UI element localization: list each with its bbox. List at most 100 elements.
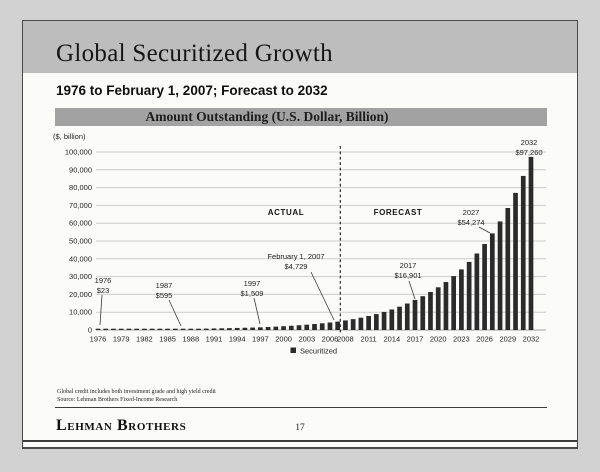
chart-title-band: Amount Outstanding (U.S. Dollar, Billion… — [55, 108, 547, 126]
y-tick-label: 80,000 — [69, 183, 92, 192]
annotation-label: 1976 — [95, 276, 112, 285]
bar — [451, 276, 457, 330]
bar — [319, 323, 325, 330]
bar — [443, 282, 449, 330]
bar — [211, 328, 217, 330]
bar — [358, 317, 364, 330]
bar — [196, 328, 201, 330]
bar — [95, 328, 101, 330]
x-tick-label: 1976 — [90, 335, 107, 344]
bar — [327, 322, 333, 330]
bar — [389, 309, 395, 330]
bar — [118, 328, 124, 330]
y-tick-label: 100,000 — [65, 148, 92, 157]
x-tick-label: 1991 — [206, 335, 223, 344]
bar — [288, 325, 294, 330]
annotation-label: 1997 — [244, 279, 261, 288]
bar — [281, 326, 286, 330]
bar — [203, 328, 209, 330]
y-axis-unit-label: ($, billion) — [53, 132, 86, 141]
x-tick-label: 2017 — [407, 335, 424, 344]
x-tick-label: 1988 — [182, 335, 199, 344]
annotation-label: 1987 — [156, 281, 173, 290]
x-tick-label: 2003 — [298, 335, 315, 344]
annotation-label: February 1, 2007 — [267, 252, 324, 261]
x-tick-label: 2032 — [523, 335, 540, 344]
bar — [497, 221, 503, 330]
legend-label: Securitized — [300, 347, 337, 356]
brand-logotype: Lehman Brothers — [56, 417, 187, 434]
bar — [397, 306, 402, 330]
y-tick-label: 60,000 — [69, 219, 92, 228]
x-tick-label: 1982 — [136, 335, 153, 344]
bar — [126, 328, 132, 330]
bar — [304, 324, 310, 330]
bar — [134, 328, 140, 330]
annotation-value: $97,260 — [515, 148, 542, 157]
legend-marker — [290, 347, 296, 353]
chart-svg: ($, billion) 0 10,000 20,000 30,000 40,000 50,… — [53, 132, 546, 356]
x-tick-label: 1994 — [229, 335, 246, 344]
bar — [250, 327, 255, 330]
x-tick-label: 2026 — [476, 335, 493, 344]
y-tick-label: 30,000 — [69, 272, 92, 281]
bar — [366, 315, 371, 330]
bar — [528, 156, 534, 330]
bar — [520, 175, 526, 330]
region-label-forecast: FORECAST — [374, 208, 423, 217]
annotation-label: 2032 — [521, 138, 538, 147]
annotation-leader — [99, 294, 103, 326]
bar — [489, 233, 495, 330]
footnote-divider — [55, 407, 547, 408]
bar — [103, 328, 109, 330]
bar — [459, 269, 464, 330]
annotation-label: 2017 — [400, 261, 417, 270]
annotation-value: $4,729 — [285, 262, 308, 271]
annotation-value: $54,274 — [457, 218, 484, 227]
bar — [335, 321, 341, 330]
bar — [265, 326, 271, 330]
header-band: Global Securitized Growth — [23, 21, 577, 73]
annotation-value: $1,509 — [241, 289, 264, 298]
page-number: 17 — [295, 423, 305, 433]
y-tick-label: 20,000 — [69, 290, 92, 299]
annotation-value: $595 — [156, 291, 173, 300]
bar — [188, 328, 194, 330]
bar — [343, 320, 348, 330]
bar — [513, 192, 518, 330]
bar — [374, 314, 379, 330]
annotation-leader — [478, 226, 491, 234]
x-tick-label: 1985 — [159, 335, 176, 344]
x-tick-label: 2020 — [430, 335, 447, 344]
annotation-label: 2027 — [463, 208, 480, 217]
bar — [505, 207, 511, 330]
bar — [180, 328, 186, 330]
bar — [172, 328, 178, 330]
y-tick-label: 90,000 — [69, 165, 92, 174]
x-tick-label: 2023 — [453, 335, 470, 344]
region-label-actual: ACTUAL — [268, 208, 304, 217]
bar — [404, 303, 410, 330]
bar — [482, 244, 487, 330]
annotation-value: $23 — [97, 286, 110, 295]
bar — [273, 326, 279, 330]
page-title: Global Securitized Growth — [56, 40, 333, 67]
y-tick-label: 10,000 — [69, 308, 92, 317]
footnote-line-1: Global credit includes both investment g… — [57, 389, 216, 395]
bar — [428, 292, 433, 330]
bar — [142, 328, 147, 330]
footnotes: Global credit includes both investment g… — [57, 389, 216, 404]
bar — [111, 328, 116, 330]
bar — [149, 328, 155, 330]
bar — [412, 299, 418, 330]
y-tick-label: 70,000 — [69, 201, 92, 210]
x-tick-label: 2014 — [383, 335, 400, 344]
bar — [350, 319, 356, 330]
x-tick-label: 2000 — [275, 335, 292, 344]
bottom-rule — [23, 440, 577, 442]
y-tick-label: 40,000 — [69, 254, 92, 263]
annotation-leader — [310, 271, 335, 321]
bar — [435, 287, 441, 330]
x-tick-label: 2011 — [361, 335, 377, 344]
